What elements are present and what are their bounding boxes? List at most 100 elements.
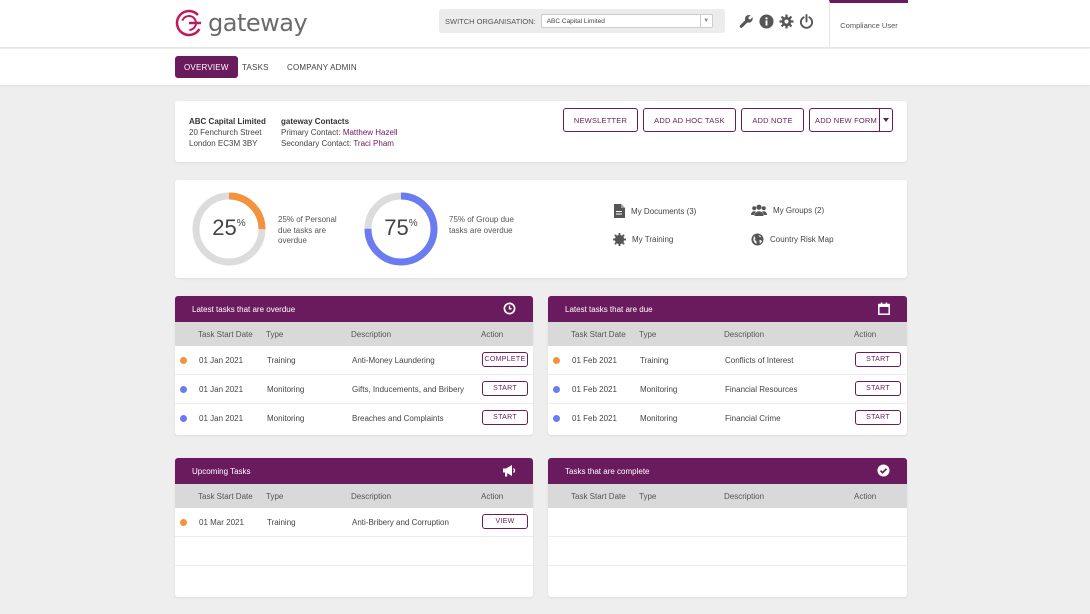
status-dot: [180, 386, 187, 393]
my-training-label: My Training: [632, 235, 674, 244]
row-date: 01 Jan 2021: [199, 385, 244, 394]
organisation-select-value: ABC Capital Limited: [546, 17, 605, 25]
switch-organisation: SWITCH ORGANISATION: ABC Capital Limited…: [439, 9, 725, 33]
group-percent-value: 75: [384, 215, 409, 240]
start-button[interactable]: START: [855, 410, 901, 425]
table-row-empty: [548, 537, 907, 566]
wrench-icon[interactable]: [738, 13, 754, 29]
primary-contact-label: Primary Contact:: [281, 128, 341, 137]
my-groups-link[interactable]: My Groups (2): [751, 204, 824, 217]
col-task-start-date: Task Start Date: [198, 330, 253, 339]
certificate-icon: [613, 233, 626, 246]
secondary-contact-link[interactable]: Traci Pham: [353, 139, 394, 148]
status-dot: [180, 519, 187, 526]
complete-panel-title: Tasks that are complete: [565, 466, 650, 476]
start-button[interactable]: START: [855, 381, 901, 396]
table-row-empty: [175, 537, 533, 566]
group-percent: 75%: [363, 215, 439, 241]
add-adhoc-task-button[interactable]: ADD AD HOC TASK: [643, 108, 736, 132]
col-description: Description: [724, 492, 765, 501]
logo-text: gateway: [208, 9, 308, 37]
gateway-logo[interactable]: gateway: [174, 8, 308, 38]
start-button[interactable]: START: [855, 352, 901, 367]
col-action: Action: [854, 330, 877, 339]
tab-overview[interactable]: OVERVIEW: [175, 56, 238, 78]
row-type: Monitoring: [640, 414, 678, 423]
my-groups-label: My Groups (2): [773, 206, 825, 215]
row-description: Anti-Money Laundering: [352, 356, 435, 365]
info-icon[interactable]: [758, 13, 774, 29]
table-row: 01 Feb 2021 Training Conflicts of Intere…: [548, 346, 907, 375]
my-training-link[interactable]: My Training: [613, 233, 673, 246]
upcoming-column-headers: Task Start Date Type Description Action: [175, 484, 533, 508]
tab-tasks[interactable]: TASKS: [242, 62, 269, 72]
complete-button[interactable]: COMPLETE: [482, 352, 528, 367]
group-overdue-label: 75% of Group due tasks are overdue: [449, 215, 514, 235]
row-type: Monitoring: [640, 385, 678, 394]
secondary-contact-label: Secondary Contact:: [281, 139, 352, 148]
stats-card: 25% 25% of Personal due tasks are overdu…: [175, 180, 907, 278]
switch-organisation-label: SWITCH ORGANISATION:: [445, 16, 536, 26]
add-note-button[interactable]: ADD NOTE: [741, 108, 804, 132]
row-date: 01 Feb 2021: [572, 356, 617, 365]
row-type: Training: [267, 356, 296, 365]
primary-contact-link[interactable]: Matthew Hazell: [342, 128, 398, 137]
table-row: 01 Jan 2021 Monitoring Breaches and Comp…: [175, 404, 533, 433]
document-icon: [614, 204, 625, 218]
col-description: Description: [724, 330, 765, 339]
start-button[interactable]: START: [482, 381, 528, 396]
company-name: ABC Capital Limited: [189, 117, 266, 126]
gear-icon[interactable]: [778, 13, 794, 29]
status-dot: [180, 415, 187, 422]
address-line2: London EC3M 3BY: [189, 139, 258, 148]
main-nav: OVERVIEW TASKS COMPANY ADMIN: [0, 49, 1090, 85]
table-row: 01 Feb 2021 Monitoring Financial Crime S…: [548, 404, 907, 433]
add-new-form-dropdown[interactable]: [879, 109, 892, 131]
row-description: Financial Resources: [725, 385, 798, 394]
users-icon: [751, 204, 767, 216]
col-type: Type: [266, 492, 284, 501]
add-new-form-button[interactable]: ADD NEW FORM: [815, 115, 877, 125]
col-description: Description: [351, 330, 392, 339]
row-description: Conflicts of Interest: [725, 356, 794, 365]
view-button[interactable]: VIEW: [482, 514, 528, 529]
due-panel-title: Latest tasks that are due: [565, 304, 653, 314]
row-date: 01 Feb 2021: [572, 414, 617, 423]
my-documents-link[interactable]: My Documents (3): [613, 204, 696, 218]
user-name: Compliance User: [840, 21, 898, 30]
country-risk-map-link[interactable]: Country Risk Map: [751, 233, 834, 246]
status-dot: [553, 357, 560, 364]
status-dot: [180, 357, 187, 364]
top-header: gateway SWITCH ORGANISATION: ABC Capital…: [0, 0, 1090, 48]
overdue-column-headers: Task Start Date Type Description Action: [175, 322, 533, 346]
personal-donut-arc: [192, 192, 266, 266]
row-date: 01 Feb 2021: [572, 385, 617, 394]
newsletter-button[interactable]: NEWSLETTER: [563, 108, 638, 132]
contacts-title: gateway Contacts: [281, 117, 350, 126]
group-donut-arc: [364, 192, 438, 266]
col-task-start-date: Task Start Date: [198, 492, 253, 501]
personal-percent: 25%: [191, 215, 267, 241]
organisation-select[interactable]: ABC Capital Limited ▼: [540, 14, 713, 28]
col-description: Description: [351, 492, 392, 501]
megaphone-icon: [503, 465, 516, 477]
table-row: 01 Jan 2021 Training Anti-Money Launderi…: [175, 346, 533, 375]
personal-overdue-label: 25% of Personal due tasks are overdue: [278, 215, 337, 245]
due-panel-header: Latest tasks that are due: [548, 296, 907, 322]
start-button[interactable]: START: [482, 410, 528, 425]
globe-icon: [751, 233, 764, 246]
address-line1: 20 Fenchurch Street: [189, 128, 262, 137]
my-documents-label: My Documents (3): [631, 206, 697, 216]
overdue-tasks-panel: Latest tasks that are overdue Task Start…: [175, 296, 533, 435]
user-menu[interactable]: Compliance User: [829, 0, 908, 48]
row-type: Monitoring: [267, 414, 305, 423]
upcoming-tasks-panel: Upcoming Tasks Task Start Date Type Desc…: [175, 458, 533, 597]
tab-company-admin[interactable]: COMPANY ADMIN: [287, 62, 357, 72]
add-new-form-button-group: ADD NEW FORM: [809, 108, 893, 132]
complete-panel-header: Tasks that are complete: [548, 458, 907, 484]
company-info-card: ABC Capital Limited 20 Fenchurch Street …: [175, 101, 907, 162]
power-icon[interactable]: [798, 13, 814, 29]
row-date: 01 Jan 2021: [199, 356, 244, 365]
col-type: Type: [266, 330, 284, 339]
upcoming-panel-title: Upcoming Tasks: [192, 466, 251, 476]
